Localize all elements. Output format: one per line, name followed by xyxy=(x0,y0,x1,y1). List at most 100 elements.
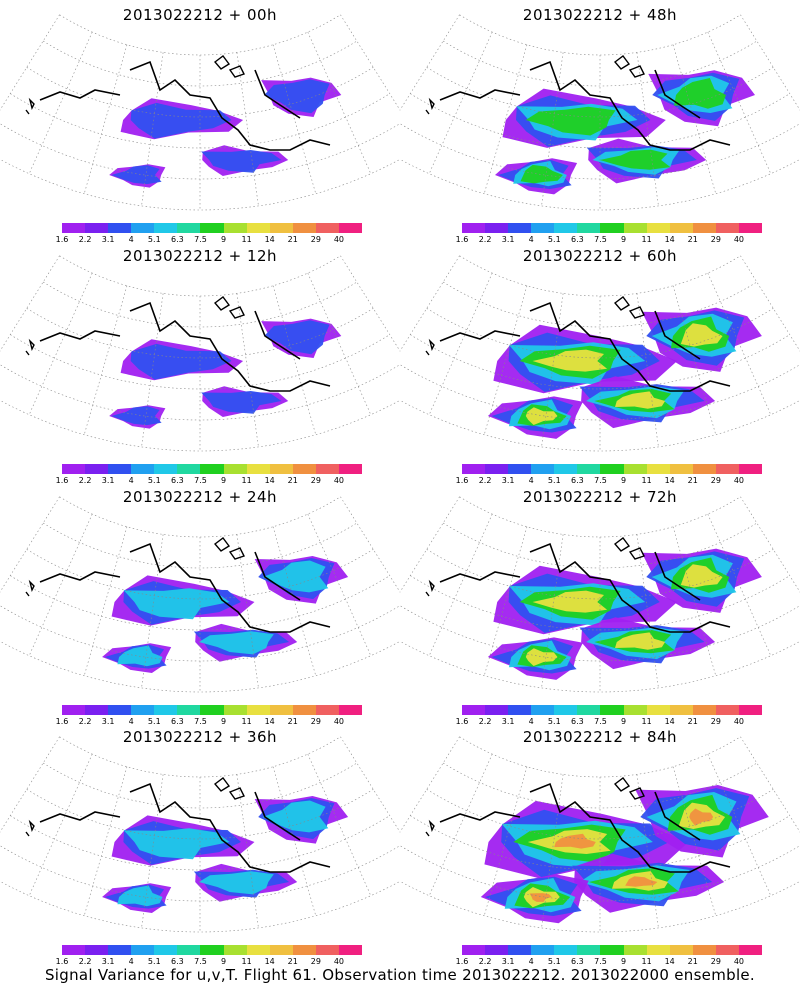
colorbar-tick-label: 1.6 xyxy=(455,476,469,485)
coastline-islands xyxy=(425,296,645,356)
colorbar-tick-label: 6.3 xyxy=(171,235,184,244)
colorbar-swatch xyxy=(338,464,363,474)
colorbar-tick-label: 1.6 xyxy=(55,717,69,726)
colorbar-tick-label: 21 xyxy=(687,476,698,485)
colorbar-swatch xyxy=(508,464,532,474)
colorbar-swatch xyxy=(131,223,155,233)
colorbar-tick-label: 7.5 xyxy=(194,476,207,485)
colorbar-swatch xyxy=(669,945,693,955)
variance-contour xyxy=(262,800,329,833)
colorbar-tick-label: 4 xyxy=(128,235,134,244)
colorbar-swatch xyxy=(131,705,155,715)
lat-lon-grid xyxy=(0,736,400,933)
colorbar-tick-label: 14 xyxy=(264,717,275,726)
colorbar-swatch xyxy=(462,705,486,715)
variance-contour xyxy=(264,79,330,114)
coastline xyxy=(439,542,731,633)
colorbar-swatch xyxy=(338,223,363,233)
colorbar-swatch xyxy=(62,223,86,233)
colorbar-swatch xyxy=(485,223,509,233)
colorbar-tick-label: 9 xyxy=(220,717,227,726)
colorbar-swatch xyxy=(531,705,555,715)
colorbar-tick-label: 1.6 xyxy=(455,235,469,244)
colorbar-tick-label: 21 xyxy=(687,957,698,966)
colorbar-tick-label: 11 xyxy=(241,476,252,485)
colorbar-swatch xyxy=(692,464,716,474)
colorbar-tick-label: 2.2 xyxy=(78,235,92,244)
colorbar-tick-label: 9 xyxy=(620,476,627,485)
colorbar-swatch xyxy=(508,945,532,955)
colorbar-tick-label: 1.6 xyxy=(455,957,469,966)
colorbar-ticks: 1.6 2.2 3.1 4 5.1 6.3 7.5 9 11 14 21 29 40 xyxy=(440,476,780,486)
colorbar-tick-label: 29 xyxy=(310,717,321,726)
colorbar-tick-label: 3.1 xyxy=(101,957,115,966)
colorbar-swatch xyxy=(200,945,224,955)
colorbar-tick-label: 5.1 xyxy=(147,476,161,485)
colorbar-swatch xyxy=(292,705,316,715)
colorbar-swatch xyxy=(646,464,670,474)
variance-contour xyxy=(111,165,162,185)
variance-contour xyxy=(123,588,230,620)
colorbar-swatch xyxy=(177,705,201,715)
variance-contour xyxy=(262,560,329,593)
colorbar-tick-label: 21 xyxy=(287,957,298,966)
coastline xyxy=(39,782,331,873)
colorbar-tick-label: 40 xyxy=(733,476,745,485)
colorbar-swatch xyxy=(292,464,316,474)
colorbar-tick-label: 9 xyxy=(220,235,227,244)
colorbar-tick-label: 3.1 xyxy=(501,717,515,726)
colorbar-tick-label: 1.6 xyxy=(55,957,69,966)
colorbar-swatch xyxy=(108,705,132,715)
variance-contour xyxy=(201,150,282,173)
colorbar-tick-label: 11 xyxy=(241,957,252,966)
map-panel: 2013022212 + 12h 1.6 2.2 3.1 4 5.1 6.3 7.5 9 11 14… xyxy=(0,241,400,486)
colorbar-tick-label: 2.2 xyxy=(478,717,492,726)
map-panel: 2013022212 + 84h 1.6 2.2 3.1 4 5.1 6.3 7.5 9 11 14… xyxy=(400,722,800,967)
colorbar-swatch xyxy=(154,464,178,474)
colorbar-tick-label: 14 xyxy=(264,476,275,485)
colorbar-tick-label: 29 xyxy=(310,957,321,966)
colorbar-tick-label: 7.5 xyxy=(594,717,607,726)
colorbar-tick-label: 6.3 xyxy=(571,235,584,244)
variance-contour xyxy=(198,871,274,895)
colorbar xyxy=(462,705,763,715)
colorbar-tick-label: 1.6 xyxy=(55,235,69,244)
colorbar xyxy=(62,464,363,474)
map-plot xyxy=(400,255,800,452)
colorbar-tick-label: 21 xyxy=(687,717,698,726)
colorbar-swatch xyxy=(508,705,532,715)
variance-contour xyxy=(201,391,282,414)
colorbar xyxy=(462,223,763,233)
map-plot xyxy=(0,496,400,693)
colorbar-ticks: 1.6 2.2 3.1 4 5.1 6.3 7.5 9 11 14 21 29 40 xyxy=(40,957,380,967)
coastline-islands xyxy=(25,296,245,356)
variance-contour xyxy=(674,78,726,109)
colorbar-swatch xyxy=(646,223,670,233)
colorbar-swatch xyxy=(62,945,86,955)
colorbar-ticks: 1.6 2.2 3.1 4 5.1 6.3 7.5 9 11 14 21 29 40 xyxy=(440,235,780,245)
colorbar-swatch xyxy=(738,705,763,715)
colorbar-tick-label: 14 xyxy=(664,476,675,485)
colorbar xyxy=(62,705,363,715)
colorbar-ticks: 1.6 2.2 3.1 4 5.1 6.3 7.5 9 11 14 21 29 40 xyxy=(440,957,780,967)
colorbar-tick-label: 7.5 xyxy=(194,235,207,244)
colorbar-swatch xyxy=(315,464,339,474)
variance-contour xyxy=(680,564,723,588)
colorbar-swatch xyxy=(692,223,716,233)
colorbar-swatch xyxy=(623,223,647,233)
map-panel: 2013022212 + 60h 1.6 2.2 3.1 4 5.1 6.3 7.5 9 11 14… xyxy=(400,241,800,486)
colorbar-swatch xyxy=(554,223,578,233)
panel-title: 2013022212 + 72h xyxy=(522,488,678,506)
colorbar-swatch xyxy=(62,464,86,474)
colorbar-tick-label: 1.6 xyxy=(55,476,69,485)
variance-contour xyxy=(525,407,558,425)
variance-contour xyxy=(117,645,163,667)
colorbar-swatch xyxy=(154,705,178,715)
colorbar-tick-label: 6.3 xyxy=(571,476,584,485)
colorbar-tick-label: 40 xyxy=(333,235,345,244)
colorbar-swatch xyxy=(623,945,647,955)
map-panel: 2013022212 + 36h 1.6 2.2 3.1 4 5.1 6.3 7.5 9 11 14… xyxy=(0,722,400,967)
colorbar-swatch xyxy=(200,705,224,715)
variance-contour xyxy=(520,164,563,184)
colorbar-tick-label: 4 xyxy=(128,957,134,966)
